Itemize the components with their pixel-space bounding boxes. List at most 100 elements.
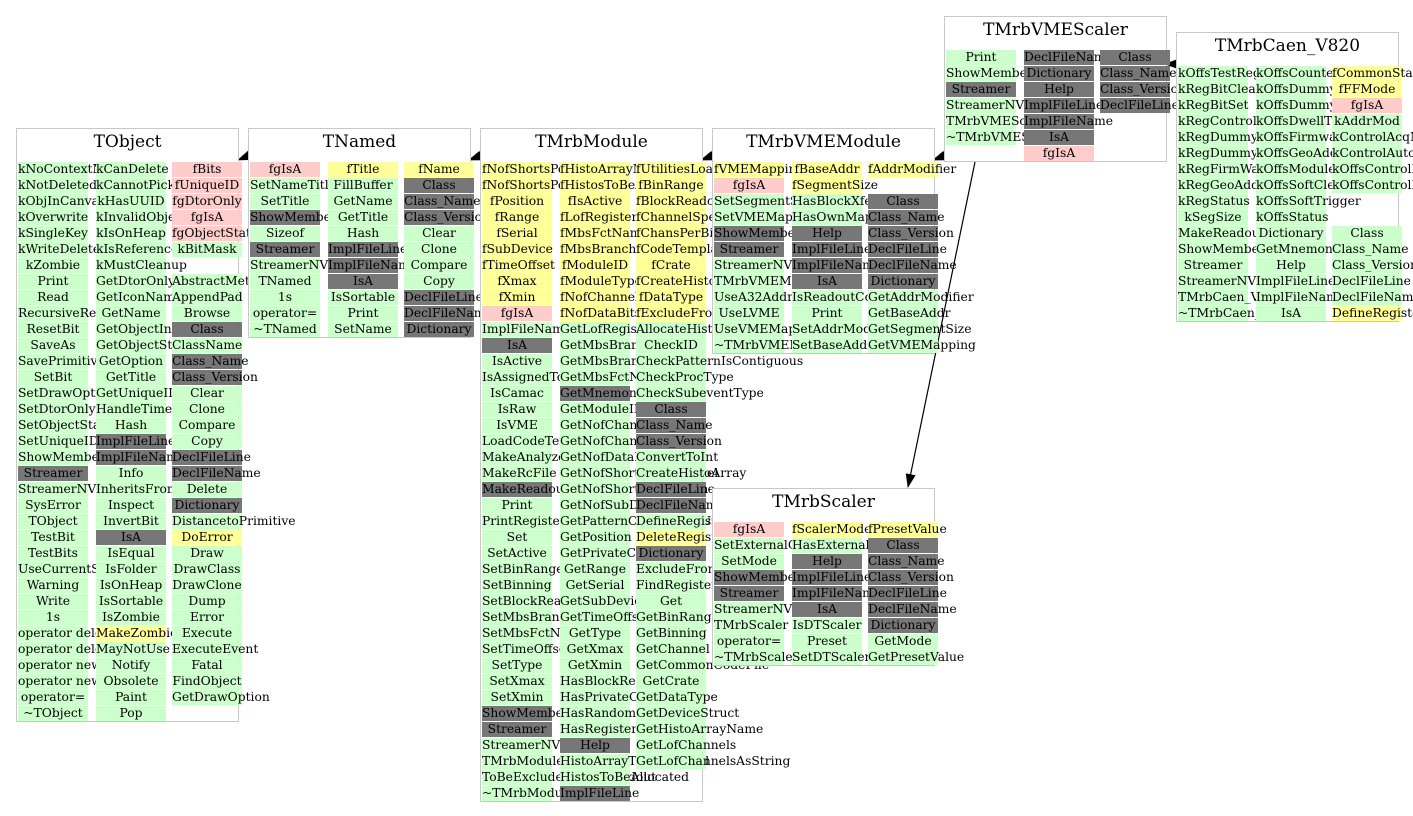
- member-cell: Print: [946, 50, 1016, 65]
- class-title: TNamed: [322, 132, 397, 152]
- member-cell: ~TObject: [18, 706, 88, 721]
- member-cell: DefineRegisters: [636, 514, 736, 529]
- member-cell: MayNotUse: [96, 642, 170, 657]
- member-cell: Write: [18, 594, 88, 609]
- member-cell: fgIsA: [250, 162, 320, 177]
- member-cell: PrintRegister: [482, 514, 566, 529]
- member-cell: kOverwrite: [18, 210, 89, 225]
- member-cell: operator new[]: [18, 674, 112, 689]
- member-cell: Dictionary: [172, 498, 242, 513]
- member-cell: SavePrimitive: [18, 354, 105, 369]
- member-cell: Info: [96, 466, 166, 481]
- member-cell: SetVMEMapping: [714, 210, 821, 225]
- member-cell: kObjInCanvas: [18, 194, 106, 209]
- member-cell: DeclFileName: [404, 306, 493, 321]
- member-cell: SetBinning: [482, 578, 552, 593]
- member-cell: DeclFileName: [868, 258, 957, 273]
- member-cell: ~TMrbVMEModule: [714, 338, 837, 353]
- member-cell: TObject: [18, 514, 88, 529]
- member-cell: Streamer: [946, 82, 1016, 97]
- member-cell: fRange: [482, 210, 552, 225]
- member-cell: IsRaw: [482, 402, 552, 417]
- member-cell: operator=: [250, 306, 320, 321]
- member-cell: IsVME: [482, 418, 552, 433]
- member-cell: GetCommonCodeFile: [636, 658, 770, 673]
- member-cell: HasRandomReadout: [560, 706, 689, 721]
- member-cell: fIsActive: [560, 194, 630, 209]
- member-cell: DeleteRegisters: [636, 530, 736, 545]
- member-cell: operator=: [714, 634, 784, 649]
- member-cell: fBlockReadout: [636, 194, 728, 209]
- member-cell: TestBits: [18, 546, 88, 561]
- member-cell: GetNofChannels: [560, 418, 663, 433]
- member-cell: DeclFileLine: [636, 482, 715, 497]
- class-title: TMrbModule: [535, 132, 648, 152]
- member-cell: fMbsBranch: [560, 242, 637, 257]
- member-cell: kHasUUID: [96, 194, 166, 209]
- member-cell: SetUniqueID: [18, 434, 99, 449]
- member-cell: fModuleID: [560, 258, 630, 273]
- member-cell: StreamerNVirtual: [250, 258, 363, 273]
- member-cell: ~TNamed: [250, 322, 320, 337]
- member-cell: IsA: [792, 602, 862, 617]
- member-cell: DeclFileLine: [404, 290, 483, 305]
- member-cell: SetDtorOnly: [18, 402, 96, 417]
- member-cell: SetBinRange: [482, 562, 564, 577]
- member-cell: GetSegmentSize: [868, 322, 972, 337]
- member-cell: SetTimeOffset: [482, 642, 572, 657]
- member-cell: fUniqueID: [172, 178, 242, 193]
- member-cell: GetDeviceStruct: [636, 706, 740, 721]
- member-cell: HasBlockXfer: [792, 194, 878, 209]
- member-cell: fCrate: [636, 258, 706, 273]
- member-cell: ImplFileName: [482, 322, 572, 337]
- member-cell: fFFMode: [1332, 82, 1402, 97]
- member-cell: fgIsA: [172, 210, 242, 225]
- member-cell: GetMode: [868, 634, 938, 649]
- class-box-tnamed: TNamed fgIsA SetNameTitle SetTitle ShowMemb…: [248, 128, 493, 338]
- member-cell: Streamer: [18, 466, 88, 481]
- member-cell: SetDTScaler: [792, 650, 871, 665]
- member-cell: Read: [18, 290, 88, 305]
- member-cell: fUtilitiesLoaded: [636, 162, 737, 177]
- member-cell: SetBlockReadout: [482, 594, 590, 609]
- member-cell: GetDtorOnly: [96, 274, 176, 289]
- member-cell: ResetBit: [18, 322, 88, 337]
- member-cell: SetName: [328, 322, 398, 337]
- member-cell: fSerial: [482, 226, 552, 241]
- member-cell: MakeReadoutCode: [482, 482, 601, 497]
- member-cell: Print: [328, 306, 398, 321]
- member-cell: ImplFileLine: [792, 570, 872, 585]
- member-cell: Dictionary: [636, 546, 706, 561]
- member-cell: GetDrawOption: [172, 690, 270, 705]
- member-cell: GetNofChannelsUsed: [560, 434, 695, 449]
- member-cell: operator=: [18, 690, 88, 705]
- member-cell: Class_Version: [172, 370, 258, 385]
- member-cell: Class_Version: [636, 434, 722, 449]
- class-box-tmrbcaen-v820: TMrbCaen_V820 kOffsTestReg kRegBitClear kR…: [1176, 32, 1413, 322]
- member-cell: Sizeof: [250, 226, 320, 241]
- member-cell: fgIsA: [482, 306, 552, 321]
- member-cell: StreamerNVirtual: [1178, 274, 1291, 289]
- member-cell: Help: [1024, 82, 1094, 97]
- member-cell: kSegSize: [1178, 210, 1248, 225]
- class-box-tobject: TObject kNoContextMenu kNotDeleted kObjInC…: [16, 128, 296, 722]
- member-cell: kOffsDummy16: [1256, 82, 1353, 97]
- member-cell: GetMbsBranchNo: [560, 354, 672, 369]
- member-cell: UseLVME: [714, 306, 784, 321]
- member-cell: HasPrivateCode: [560, 690, 661, 705]
- member-cell: UseVMEMapping: [714, 322, 824, 337]
- member-cell: IsSortable: [96, 594, 166, 609]
- member-cell: kNoContextMenu: [18, 162, 129, 177]
- member-cell: Class_Version: [868, 226, 954, 241]
- member-cell: Streamer: [482, 722, 552, 737]
- member-cell: kOffsTestReg: [1178, 66, 1261, 81]
- member-cell: GetName: [96, 306, 166, 321]
- member-cell: IsA: [792, 274, 862, 289]
- member-cell: ImplFileLine: [328, 242, 408, 257]
- member-cell: Get: [636, 594, 706, 609]
- member-cell: Class: [1332, 226, 1402, 241]
- member-cell: Class: [1100, 50, 1170, 65]
- member-cell: GetXmax: [560, 642, 630, 657]
